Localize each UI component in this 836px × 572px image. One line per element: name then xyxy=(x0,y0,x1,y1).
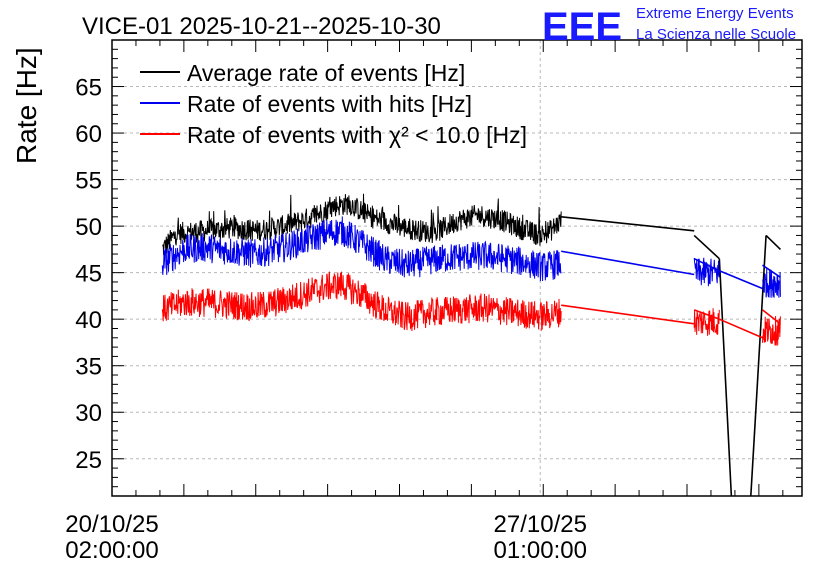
legend-label-average: Average rate of events [Hz] xyxy=(187,60,465,86)
chart-title: VICE-01 2025-10-21--2025-10-30 xyxy=(82,13,441,40)
y-tick-label: 55 xyxy=(75,168,102,195)
series-burst xyxy=(762,268,781,298)
brand-line-2: La Scienza nelle Scuole xyxy=(636,26,796,43)
y-axis-label: Rate [Hz] xyxy=(11,47,42,164)
series-segment xyxy=(718,258,733,496)
series-layer xyxy=(161,193,781,496)
series-segment xyxy=(561,216,695,232)
y-tick-label: 25 xyxy=(75,447,102,474)
y-tick-label: 65 xyxy=(75,75,102,102)
eee-logo: EEE Extreme Energy Events La Scienza nel… xyxy=(542,5,796,49)
series-line xyxy=(161,271,562,332)
y-tick-label: 50 xyxy=(75,214,102,241)
series-burst xyxy=(762,315,781,346)
legend-label-chi2: Rate of events with χ² < 10.0 [Hz] xyxy=(187,122,527,148)
series-segment xyxy=(561,250,695,276)
legend-label-hits: Rate of events with hits [Hz] xyxy=(187,91,472,117)
series-burst xyxy=(693,308,720,336)
x-tick-label-date: 20/10/25 xyxy=(65,511,158,538)
y-tick-label: 60 xyxy=(75,121,102,148)
y-tick-label: 35 xyxy=(75,354,102,381)
series-segment xyxy=(719,318,763,339)
legend: Average rate of events [Hz] Rate of even… xyxy=(140,60,527,148)
y-tick-label: 30 xyxy=(75,400,102,427)
series-1 xyxy=(161,216,781,298)
x-tick-label-date: 27/10/25 xyxy=(494,511,587,538)
eee-logo-mark: EEE xyxy=(542,5,622,49)
series-line xyxy=(161,216,562,282)
x-tick-label-time: 02:00:00 xyxy=(65,537,158,564)
y-tick-label: 45 xyxy=(75,261,102,288)
series-segment xyxy=(693,234,720,260)
series-segment xyxy=(761,309,781,325)
series-segment xyxy=(693,309,720,320)
brand-line-1: Extreme Energy Events xyxy=(636,5,794,22)
series-burst xyxy=(693,257,720,287)
plot-frame xyxy=(111,39,803,497)
series-line xyxy=(162,193,562,256)
series-2 xyxy=(161,271,781,346)
series-segment xyxy=(765,234,781,250)
y-tick-label: 40 xyxy=(75,307,102,334)
series-segment xyxy=(719,270,763,290)
series-segment xyxy=(561,304,695,325)
x-tick-label-time: 01:00:00 xyxy=(494,537,587,564)
